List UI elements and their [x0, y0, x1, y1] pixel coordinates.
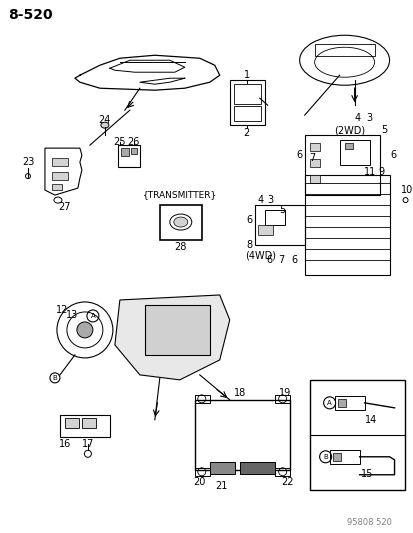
Bar	[264, 210, 284, 225]
Bar	[332, 453, 340, 461]
Text: A: A	[90, 313, 95, 319]
Bar	[233, 106, 260, 121]
Bar	[274, 468, 289, 476]
Bar	[194, 400, 289, 470]
Text: 26: 26	[127, 137, 140, 147]
Text: 8: 8	[246, 240, 252, 250]
Text: 13: 13	[66, 310, 78, 320]
Text: 95808 520: 95808 520	[347, 518, 391, 527]
Text: 10: 10	[401, 185, 413, 195]
Text: 27: 27	[59, 202, 71, 212]
Bar	[309, 380, 404, 490]
Ellipse shape	[169, 214, 191, 230]
Text: 9: 9	[377, 167, 384, 177]
Text: 8-520: 8-520	[7, 9, 52, 22]
Text: 3: 3	[267, 195, 273, 205]
Text: 24: 24	[98, 115, 111, 125]
Bar	[229, 80, 264, 125]
Bar	[233, 84, 260, 104]
Bar	[339, 140, 369, 165]
Text: 18: 18	[233, 388, 245, 398]
Text: 19: 19	[278, 388, 290, 398]
Text: 15: 15	[361, 469, 373, 479]
Bar	[194, 395, 209, 403]
Text: 16: 16	[59, 439, 71, 449]
Bar	[65, 418, 79, 428]
Text: 4: 4	[257, 195, 263, 205]
Text: 23: 23	[22, 157, 34, 167]
Bar	[309, 143, 319, 151]
Text: 17: 17	[81, 439, 94, 449]
Bar	[257, 225, 272, 235]
Bar	[329, 450, 359, 464]
Text: 2: 2	[243, 128, 249, 138]
Text: 14: 14	[365, 415, 377, 425]
Bar	[194, 468, 209, 476]
Text: 6: 6	[266, 255, 272, 265]
Bar	[52, 172, 68, 180]
Text: 25: 25	[113, 137, 126, 147]
Text: A: A	[326, 400, 331, 406]
Bar	[309, 159, 319, 167]
Ellipse shape	[173, 217, 188, 227]
Text: (4WD): (4WD)	[244, 250, 275, 260]
Ellipse shape	[101, 122, 109, 128]
Circle shape	[77, 322, 93, 338]
Bar	[82, 418, 96, 428]
Bar	[239, 462, 274, 474]
Bar	[52, 184, 62, 190]
Bar	[274, 395, 289, 403]
Text: 6: 6	[296, 150, 302, 160]
Text: 1: 1	[243, 70, 249, 80]
Bar	[314, 44, 374, 56]
Text: 11: 11	[363, 167, 375, 177]
Text: 6: 6	[246, 215, 252, 225]
Text: 12: 12	[56, 305, 68, 315]
Polygon shape	[114, 295, 229, 380]
Bar	[145, 305, 209, 355]
Text: 21: 21	[215, 481, 228, 491]
Text: {TRANSMITTER}: {TRANSMITTER}	[142, 191, 216, 199]
Bar	[304, 135, 379, 195]
Text: (2WD): (2WD)	[334, 125, 365, 135]
Text: B: B	[52, 375, 57, 381]
Text: B: B	[323, 454, 327, 460]
Bar	[60, 415, 109, 437]
Bar	[344, 143, 352, 149]
Text: 7: 7	[278, 255, 284, 265]
Bar	[131, 148, 137, 154]
Text: 20: 20	[193, 477, 205, 487]
Bar	[309, 175, 319, 183]
Text: 6: 6	[389, 150, 396, 160]
Bar	[159, 205, 201, 240]
Text: 7: 7	[309, 153, 315, 163]
Text: 6: 6	[291, 255, 297, 265]
Polygon shape	[304, 175, 389, 275]
Text: 4: 4	[354, 113, 360, 123]
Text: 3: 3	[366, 113, 372, 123]
Bar	[52, 158, 68, 166]
Text: 22: 22	[281, 477, 293, 487]
Bar	[337, 399, 345, 407]
Polygon shape	[45, 148, 82, 195]
Bar	[118, 145, 140, 167]
Bar	[254, 205, 304, 245]
Text: 28: 28	[174, 242, 187, 252]
Text: 5: 5	[380, 125, 387, 135]
Bar	[121, 148, 128, 156]
Bar	[334, 396, 364, 410]
Bar	[209, 462, 234, 474]
Text: 5: 5	[279, 205, 285, 215]
